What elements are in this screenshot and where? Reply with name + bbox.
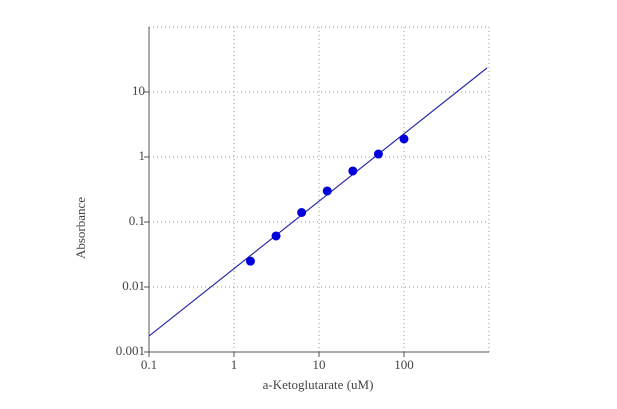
y-tick-label: 1 (139, 148, 146, 163)
y-tick-label: 10 (132, 83, 145, 98)
data-point (271, 231, 281, 241)
x-tick-label: 10 (313, 357, 326, 372)
data-point (348, 166, 358, 176)
y-tick-label: 0.01 (122, 278, 145, 293)
data-point (245, 256, 255, 266)
x-tick-label: 0.1 (141, 357, 157, 372)
fit-line (148, 67, 488, 337)
x-tick-label: 100 (394, 357, 414, 372)
data-point (297, 208, 307, 218)
data-point (322, 186, 332, 196)
y-tick-label: 0.1 (129, 213, 145, 228)
y-tick-label: 0.001 (116, 343, 145, 358)
data-point (399, 134, 409, 144)
data-point (373, 149, 383, 159)
x-axis-label: a-Ketoglutarate (uM) (263, 377, 374, 392)
y-axis-label: Absorbance (73, 197, 88, 259)
x-tick-label: 1 (231, 357, 238, 372)
